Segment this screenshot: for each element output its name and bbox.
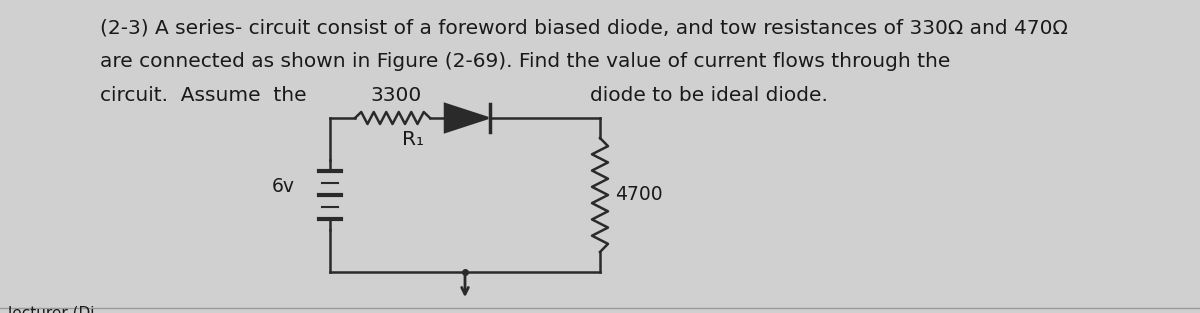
Text: diode to be ideal diode.: diode to be ideal diode. <box>590 86 828 105</box>
Text: (2-3) A series- circuit consist of a foreword biased diode, and tow resistances : (2-3) A series- circuit consist of a for… <box>100 18 1068 37</box>
Text: are connected as shown in Figure (2-69). Find the value of current flows through: are connected as shown in Figure (2-69).… <box>100 52 950 71</box>
Text: 6v: 6v <box>272 177 295 197</box>
Polygon shape <box>445 104 488 132</box>
Text: lecturer (Di: lecturer (Di <box>8 305 95 313</box>
Text: circuit.  Assume  the: circuit. Assume the <box>100 86 307 105</box>
Text: 4700: 4700 <box>616 186 662 204</box>
Text: R₁: R₁ <box>402 130 424 149</box>
Text: 3300: 3300 <box>370 86 421 105</box>
